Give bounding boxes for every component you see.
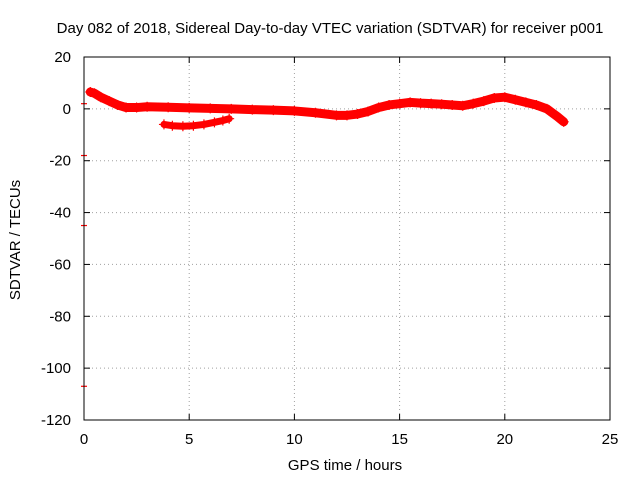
data-point [447, 99, 458, 110]
y-tick-label: -100 [41, 360, 71, 377]
data-point [112, 99, 123, 110]
data-point [224, 113, 235, 124]
data-point [95, 92, 106, 103]
data-point [89, 88, 100, 99]
data-point [310, 107, 321, 118]
data-point [558, 116, 569, 127]
data-point [499, 92, 510, 103]
data-point [104, 96, 115, 107]
data-point [217, 115, 228, 126]
y-tick-label: -40 [49, 205, 71, 222]
data-point [85, 87, 96, 98]
data-point [552, 111, 563, 122]
data-point [331, 110, 342, 121]
data-point [163, 102, 174, 113]
data-point [541, 103, 552, 114]
y-tick-label: 20 [54, 49, 71, 66]
data-point [468, 98, 479, 109]
data-point [167, 120, 178, 131]
data-point [198, 119, 209, 130]
data-point [268, 105, 279, 116]
x-tick-label: 15 [391, 431, 408, 448]
x-tick-label: 10 [286, 431, 303, 448]
data-point [184, 102, 195, 113]
data-point [142, 101, 153, 112]
x-axis-label: GPS time / hours [288, 457, 402, 474]
data-point [131, 102, 142, 113]
data-point [209, 117, 220, 128]
data-point [426, 98, 437, 109]
data-point [363, 106, 374, 117]
data-point [478, 96, 489, 107]
y-tick-label: -60 [49, 256, 71, 273]
x-tick-label: 0 [80, 431, 88, 448]
y-tick-labels: 20 0 -20 -40 -60 -80 -100 -120 [41, 49, 71, 429]
data-point [457, 100, 468, 111]
x-tick-label: 20 [496, 431, 513, 448]
data-point [384, 99, 395, 110]
data-point [436, 99, 447, 110]
axis-ticks [83, 56, 611, 421]
data-point [510, 94, 521, 105]
x-tick-label: 5 [185, 431, 193, 448]
data-point [121, 102, 132, 113]
data-series [81, 87, 569, 387]
data-point [247, 104, 258, 115]
y-tick-label: -80 [49, 308, 71, 325]
data-point [520, 97, 531, 108]
grid-lines [84, 57, 610, 420]
data-point [352, 109, 363, 120]
data-point [205, 103, 216, 114]
data-point [158, 119, 169, 130]
plot-frame [83, 56, 611, 421]
y-tick-label: -120 [41, 412, 71, 429]
x-tick-labels: 0 5 10 15 20 25 [80, 431, 619, 448]
data-point [394, 98, 405, 109]
y-tick-label: -20 [49, 153, 71, 170]
data-point [373, 102, 384, 113]
data-point [405, 97, 416, 108]
data-point [415, 98, 426, 109]
y-axis-label: SDTVAR / TECUs [7, 180, 24, 300]
data-point [177, 121, 188, 132]
data-point [531, 99, 542, 110]
data-point [226, 103, 237, 114]
data-point [489, 92, 500, 103]
data-point [289, 105, 300, 116]
data-point [342, 110, 352, 121]
chart-title: Day 082 of 2018, Sidereal Day-to-day VTE… [57, 20, 604, 37]
y-tick-label: 0 [63, 101, 71, 118]
data-point [188, 120, 199, 131]
x-tick-label: 25 [602, 431, 619, 448]
